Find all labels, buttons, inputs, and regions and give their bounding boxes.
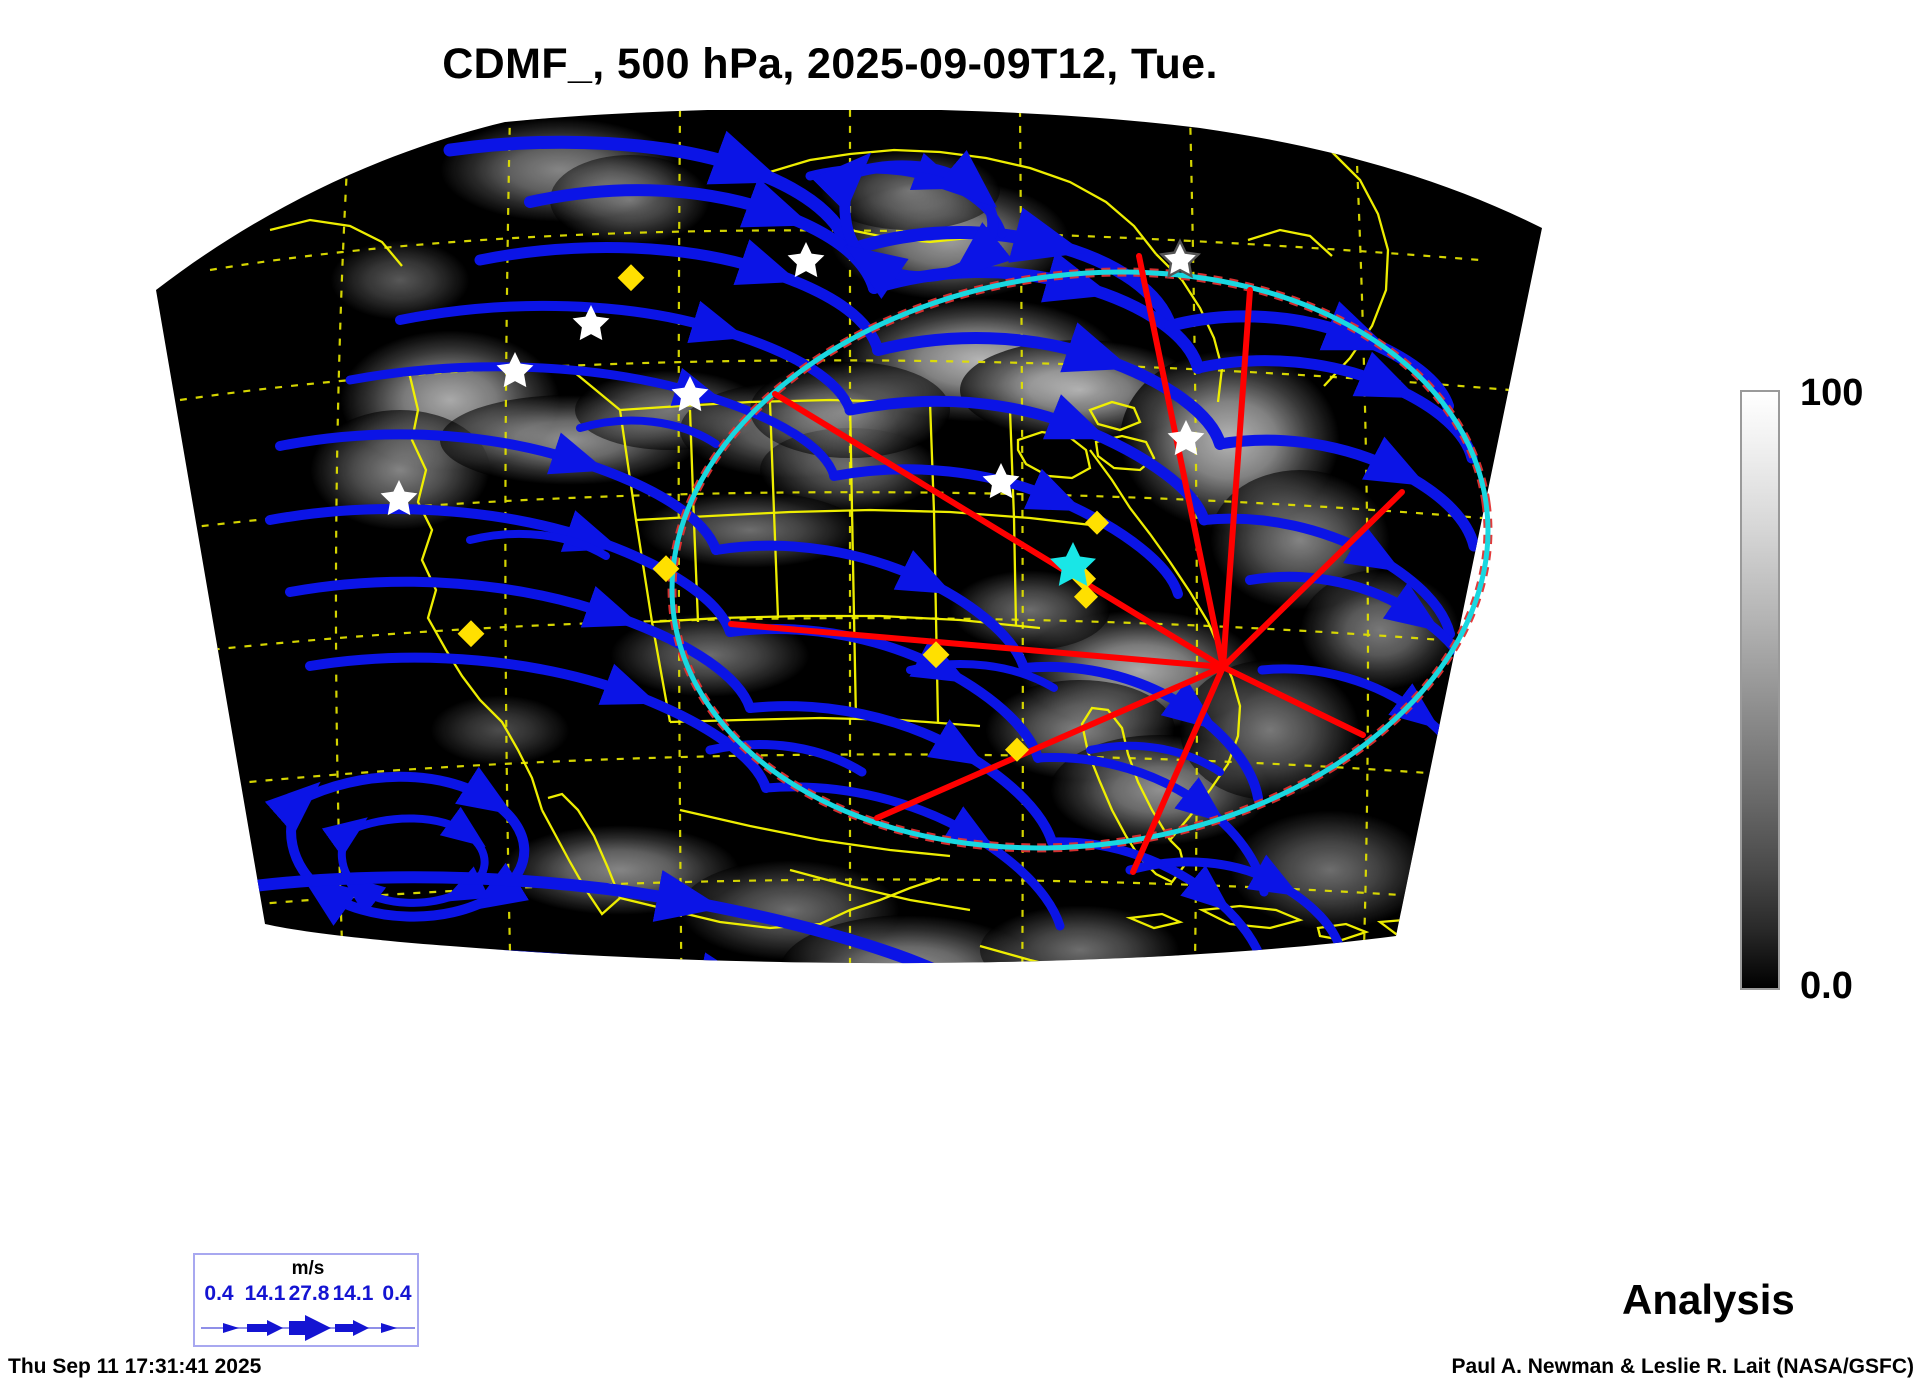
colorbar-max-label: 100 (1800, 372, 1864, 414)
flight-track-rays (728, 253, 1405, 875)
streamlines (204, 130, 1483, 964)
legend-arrow-scale (201, 1315, 415, 1341)
legend-unit-label: m/s (291, 1258, 325, 1279)
legend-value-2: 27.8 (288, 1282, 330, 1305)
weather-map[interactable] (150, 110, 1550, 1040)
legend-value-0: 0.4 (204, 1282, 234, 1305)
station-star-marker-outline (1159, 238, 1201, 279)
station-star-marker (380, 242, 1205, 516)
range-ellipse (667, 267, 1493, 853)
map-panel[interactable] (150, 110, 1550, 1040)
legend-value-1: 14.1 (244, 1282, 286, 1305)
legend-value-4: 0.4 (382, 1282, 412, 1305)
author-credit: Paul A. Newman & Leslie R. Lait (NASA/GS… (1451, 1355, 1914, 1378)
page-title: CDMF_, 500 hPa, 2025-09-09T12, Tue. (442, 40, 1218, 88)
wind-speed-legend: m/s 0.4 14.1 27.8 14.1 0.4 (193, 1253, 419, 1347)
hub-star-marker (1050, 542, 1096, 586)
colorbar-min-label: 0.0 (1800, 965, 1853, 1007)
colorbar-gradient (1740, 390, 1780, 990)
analysis-label: Analysis (1622, 1276, 1795, 1323)
legend-value-3: 14.1 (332, 1282, 374, 1305)
map-field-layer (156, 110, 1542, 964)
generation-timestamp: Thu Sep 11 17:31:41 2025 (8, 1355, 262, 1378)
site-markers (380, 238, 1205, 762)
colorbar: 100 0.0 (1740, 372, 1920, 1007)
